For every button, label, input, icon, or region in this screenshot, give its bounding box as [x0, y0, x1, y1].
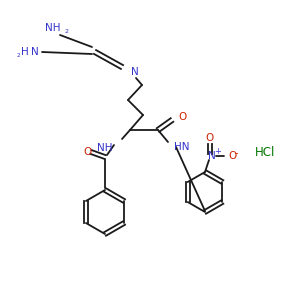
Text: N: N: [208, 151, 216, 161]
Text: O: O: [178, 112, 186, 122]
Text: +: +: [214, 148, 221, 157]
Text: O: O: [228, 151, 236, 161]
Text: N: N: [31, 47, 39, 57]
Text: O: O: [206, 133, 214, 143]
Text: $_2$: $_2$: [64, 28, 70, 37]
Text: N: N: [131, 67, 139, 77]
Text: $_2$: $_2$: [16, 52, 22, 61]
Text: -: -: [235, 148, 238, 158]
Text: NH: NH: [97, 143, 112, 153]
Text: HCl: HCl: [255, 146, 275, 158]
Text: O: O: [83, 147, 91, 157]
Text: NH: NH: [45, 23, 61, 33]
Text: HN: HN: [174, 142, 190, 152]
Text: H: H: [21, 47, 29, 57]
